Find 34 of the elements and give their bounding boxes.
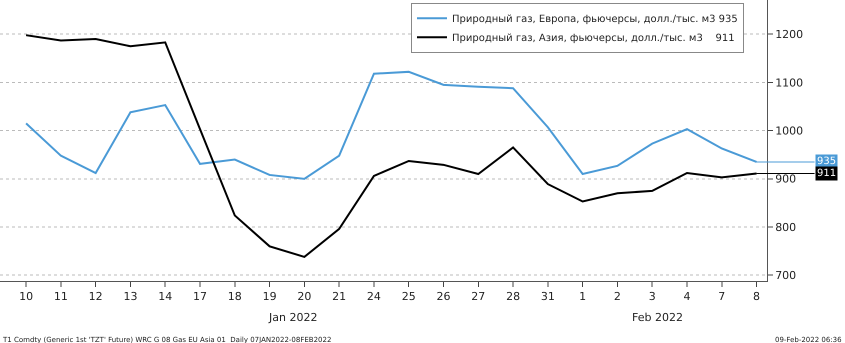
x-tick-label: 14: [158, 290, 172, 304]
x-tick-label: 8: [753, 290, 760, 304]
legend-label: Природный газ, Азия, фьючерсы, долл./тыс. м3 911: [452, 33, 735, 44]
x-tick-label: 1: [579, 290, 586, 304]
x-tick-label: 27: [471, 290, 486, 304]
y-tick-label: 1100: [775, 76, 804, 90]
x-tick-label: 10: [19, 290, 34, 304]
x-tick-label: 26: [436, 290, 450, 304]
x-tick-label: 13: [123, 290, 138, 304]
x-tick-label: 19: [262, 290, 277, 304]
x-tick-label: 20: [297, 290, 312, 304]
x-tick-label: 18: [228, 290, 242, 304]
legend-label: Природный газ, Европа, фьючерсы, долл./тыс. м3 935: [452, 14, 738, 26]
x-tick-label: 24: [366, 290, 381, 304]
x-tick-label: 4: [684, 290, 690, 304]
x-tick-label: 7: [718, 290, 726, 304]
x-tick-label: 25: [402, 290, 416, 304]
annotation: 935: [817, 156, 836, 167]
text: Jan 2022: [268, 311, 318, 324]
x-tick-label: 11: [54, 290, 68, 304]
annotation: 911: [817, 168, 836, 179]
x-tick-label: 28: [506, 290, 520, 304]
x-tick-label: 3: [648, 290, 656, 304]
x-tick-label: 21: [332, 290, 346, 304]
x-tick-label: 12: [88, 290, 103, 304]
y-tick-label: 1000: [775, 124, 804, 138]
x-tick-label: 31: [540, 290, 555, 304]
text: Feb 2022: [632, 311, 683, 324]
y-tick-label: 900: [775, 172, 796, 186]
x-tick-label: 17: [193, 290, 208, 304]
x-tick-label: 2: [614, 290, 621, 304]
y-tick-label: 1200: [775, 28, 804, 42]
y-tick-label: 800: [775, 220, 796, 234]
y-tick-label: 700: [775, 269, 796, 282]
